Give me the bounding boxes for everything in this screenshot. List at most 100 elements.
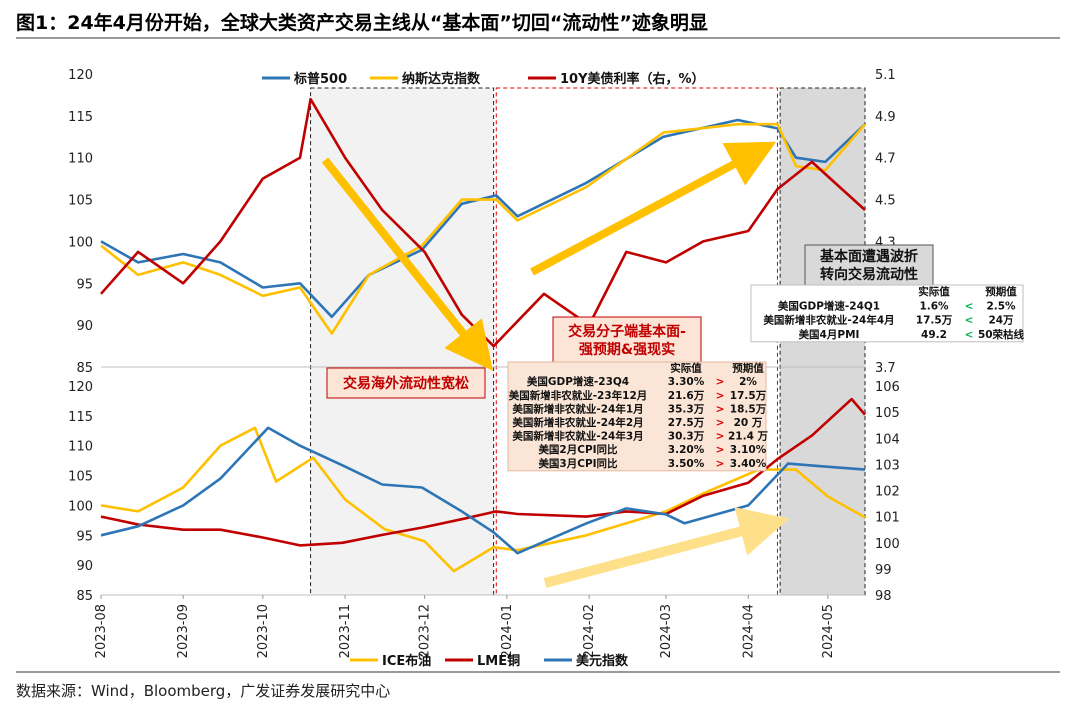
table-april-bg: [750, 284, 1024, 343]
right-tick-1-6: 104: [875, 432, 900, 447]
table-april-cell-0-1: 1.6%: [919, 300, 949, 312]
left-tick-1-7: 120: [68, 380, 93, 395]
table-jan-mar-cell-5-0: 美国2月CPI同比: [538, 443, 618, 456]
table-april-header-1: 实际值: [918, 285, 950, 298]
trend-arrow-up-lower: [543, 507, 790, 588]
left-tick-1-3: 100: [68, 499, 93, 514]
left-tick-0-2: 95: [76, 277, 93, 292]
table-jan-mar-cell-6-0: 美国3月CPI同比: [538, 457, 618, 470]
table-jan-mar-cell-5-1: 3.20%: [668, 444, 705, 456]
figure-title: 图1：24年4月份开始，全球大类资产交易主线从“基本面”切回“流动性”迹象明显: [16, 12, 708, 34]
table-jan-mar-header-1: 实际值: [670, 362, 702, 375]
left-tick-1-0: 85: [76, 589, 93, 604]
x-tick-label-6: 2024-02: [582, 604, 597, 658]
x-tick-label-2: 2023-10: [256, 604, 271, 658]
table-jan-mar-cell-6-3: 3.40%: [730, 458, 767, 470]
x-tick-label-8: 2024-04: [741, 604, 756, 658]
right-tick-1-8: 106: [875, 380, 900, 395]
x-tick-label-1: 2023-09: [176, 604, 191, 658]
left-tick-1-4: 105: [68, 470, 93, 485]
table-jan-mar-cell-1-1: 21.6万: [668, 390, 705, 402]
table-jan-mar-cell-1-0: 美国新增非农就业-23年12月: [509, 389, 648, 402]
table-jan-mar-cell-4-3: 21.4 万: [728, 431, 769, 443]
series-lines: [100, 97, 866, 573]
label-fundamentals-box: [552, 316, 702, 364]
right-tick-0-5: 4.7: [875, 152, 896, 167]
label-liquidity-easing-line-0: 交易海外流动性宽松: [343, 375, 469, 392]
table-jan-mar-cell-3-3: 20 万: [734, 417, 763, 429]
trend-arrow-down: [321, 157, 493, 371]
table-jan-mar-cell-6-1: 3.50%: [668, 458, 705, 470]
table-april-cell-2-0: 美国4月PMI: [799, 328, 860, 341]
table-jan-mar-cell-3-2: >: [716, 417, 725, 429]
x-tick-label-5: 2024-01: [500, 604, 515, 658]
right-tick-1-7: 105: [875, 406, 900, 421]
table-april-cell-0-0: 美国GDP增速-24Q1: [778, 299, 880, 312]
right-tick-1-5: 103: [875, 458, 900, 473]
label-fundamentals-line-1: 强预期&强现实: [579, 341, 675, 358]
series-line-0-1: [100, 122, 866, 335]
left-tick-0-3: 100: [68, 235, 93, 250]
table-jan-mar-cell-0-2: >: [716, 376, 725, 388]
table-jan-mar-cell-0-0: 美国GDP增速-23Q4: [527, 375, 629, 388]
left-tick-0-6: 115: [68, 110, 93, 125]
table-april-cell-1-3: 24万: [988, 315, 1014, 327]
x-tick-label-4: 2023-12: [418, 604, 433, 658]
table-jan-mar-cell-0-1: 3.30%: [668, 376, 705, 388]
table-jan-mar-cell-4-1: 30.3万: [668, 431, 705, 443]
table-april-header-3: 预期值: [985, 285, 1017, 298]
legend-label-1-1: LME铜: [477, 653, 520, 669]
right-tick-1-1: 99: [875, 563, 892, 578]
trend-arrow-up: [530, 141, 777, 276]
source-note: 数据来源：Wind，Bloomberg，广发证券发展研究中心: [16, 682, 391, 700]
left-tick-1-1: 90: [76, 559, 93, 574]
legends: 标普500 纳斯达克指数 10Y美债利率（右，%） ICE布油 LME铜 美元指数: [262, 71, 705, 669]
left-tick-1-6: 115: [68, 410, 93, 425]
right-tick-1-0: 98: [875, 589, 892, 604]
trend-arrows: [321, 141, 790, 588]
table-jan-mar-cell-0-3: 2%: [739, 376, 757, 388]
table-jan-mar-cell-2-1: 35.3万: [668, 403, 705, 415]
table-jan-mar-cell-2-3: 18.5万: [730, 403, 767, 415]
label-back-to-liquidity-box: [804, 244, 934, 286]
table-jan-mar-cell-4-0: 美国新增非农就业-24年3月: [512, 430, 643, 443]
left-tick-1-2: 95: [76, 529, 93, 544]
table-april-cell-2-2: <: [965, 329, 974, 341]
table-april-cell-0-3: 2.5%: [986, 300, 1016, 312]
x-tick-label-9: 2024-05: [821, 604, 836, 658]
x-tick-label-7: 2024-03: [659, 604, 674, 658]
left-tick-0-5: 110: [68, 152, 93, 167]
x-tick-label-0: 2023-08: [94, 604, 109, 658]
series-line-1-1: [100, 397, 866, 547]
series-line-0-0: [100, 118, 866, 319]
legend-label-0-2: 10Y美债利率（右，%）: [560, 71, 705, 87]
table-jan-mar-cell-6-2: >: [716, 458, 725, 470]
right-tick-0-4: 4.5: [875, 194, 896, 209]
left-tick-1-5: 110: [68, 440, 93, 455]
label-liquidity-easing: 交易海外流动性宽松: [326, 367, 486, 399]
table-jan-mar-cell-5-3: 3.10%: [730, 444, 767, 456]
label-fundamentals: 交易分子端基本面-强预期&强现实: [552, 316, 702, 364]
table-jan-mar-cell-5-2: >: [716, 444, 725, 456]
table-jan-mar-cell-2-2: >: [716, 403, 725, 415]
x-tick-label-3: 2023-11: [338, 604, 353, 658]
table-jan-mar-cell-2-0: 美国新增非农就业-24年1月: [512, 402, 643, 415]
label-back-to-liquidity-line-0: 基本面遭遇波折: [820, 248, 918, 265]
series-line-1-0: [100, 426, 866, 573]
table-april-cell-1-1: 17.5万: [916, 315, 953, 327]
right-tick-1-4: 102: [875, 485, 900, 500]
right-tick-1-3: 101: [875, 511, 900, 526]
left-tick-0-7: 120: [68, 68, 93, 83]
table-jan-mar-bg: [507, 361, 767, 472]
label-back-to-liquidity-line-1: 转向交易流动性: [820, 266, 918, 283]
table-april-cell-0-2: <: [965, 300, 974, 312]
left-tick-0-4: 105: [68, 194, 93, 209]
table-april-cell-2-1: 49.2: [921, 329, 947, 341]
left-tick-0-0: 85: [76, 361, 93, 376]
table-jan-mar-cell-4-2: >: [716, 431, 725, 443]
table-april-cell-1-0: 美国新增非农就业-24年4月: [763, 314, 894, 327]
